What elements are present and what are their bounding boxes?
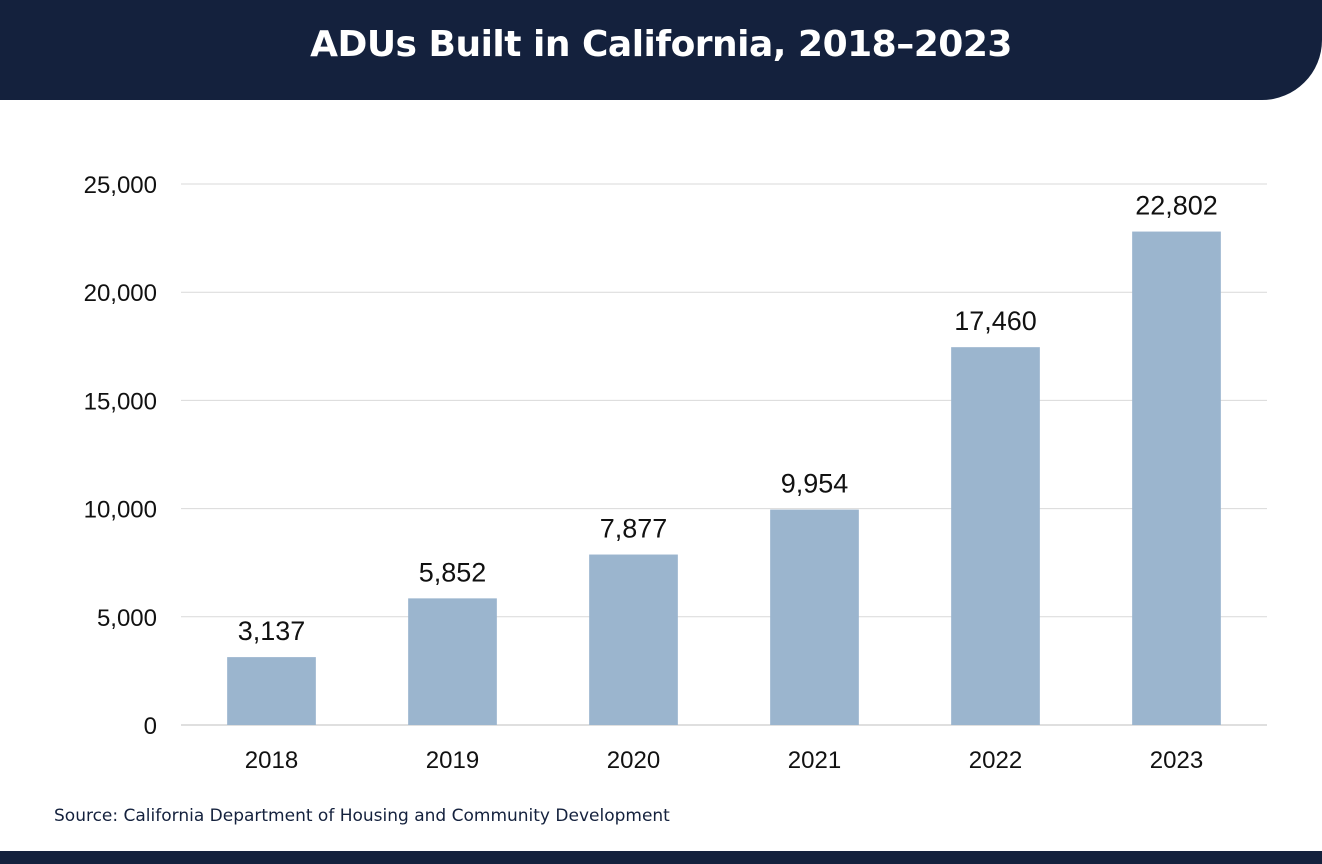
y-tick-label: 15,000 bbox=[84, 388, 157, 415]
bar-2020 bbox=[589, 554, 678, 725]
y-tick-label: 25,000 bbox=[84, 172, 157, 199]
x-tick-label-2021: 2021 bbox=[788, 747, 841, 774]
x-tick-label-2020: 2020 bbox=[607, 747, 660, 774]
x-tick-label-2018: 2018 bbox=[245, 747, 298, 774]
x-axis-ticks: 2018 2019 2020 2021 2022 2023 bbox=[245, 747, 1203, 774]
y-axis-ticks: 0 5,000 10,000 15,000 20,000 25,000 bbox=[84, 172, 157, 740]
chart-title: ADUs Built in California, 2018–2023 bbox=[310, 23, 1012, 65]
bar-2023 bbox=[1132, 231, 1221, 726]
y-tick-label: 10,000 bbox=[84, 497, 157, 524]
data-label-2023: 22,802 bbox=[1135, 191, 1218, 221]
data-label-2022: 17,460 bbox=[954, 306, 1037, 336]
data-label-2018: 3,137 bbox=[238, 616, 306, 646]
bar-chart: 0 5,000 10,000 15,000 20,000 25,000 3,137 5,85… bbox=[84, 172, 1267, 774]
bars: 3,137 5,852 7,877 9,954 17,460 22,802 bbox=[227, 191, 1221, 726]
bar-2018 bbox=[227, 657, 316, 725]
y-tick-label: 20,000 bbox=[84, 280, 157, 307]
footer-bar bbox=[0, 851, 1322, 864]
x-tick-label-2023: 2023 bbox=[1150, 747, 1203, 774]
header-banner: ADUs Built in California, 2018–2023 bbox=[0, 0, 1322, 100]
data-label-2020: 7,877 bbox=[600, 514, 668, 544]
bar-2021 bbox=[770, 509, 859, 725]
x-tick-label-2019: 2019 bbox=[426, 747, 479, 774]
data-label-2021: 9,954 bbox=[781, 469, 849, 499]
y-tick-label: 5,000 bbox=[97, 605, 157, 632]
y-tick-label: 0 bbox=[144, 713, 157, 740]
source-note: Source: California Department of Housing… bbox=[54, 806, 670, 826]
bar-2022 bbox=[951, 347, 1040, 725]
x-tick-label-2022: 2022 bbox=[969, 747, 1022, 774]
data-label-2019: 5,852 bbox=[419, 557, 487, 587]
bar-2019 bbox=[408, 598, 497, 725]
grid-lines bbox=[181, 183, 1267, 726]
